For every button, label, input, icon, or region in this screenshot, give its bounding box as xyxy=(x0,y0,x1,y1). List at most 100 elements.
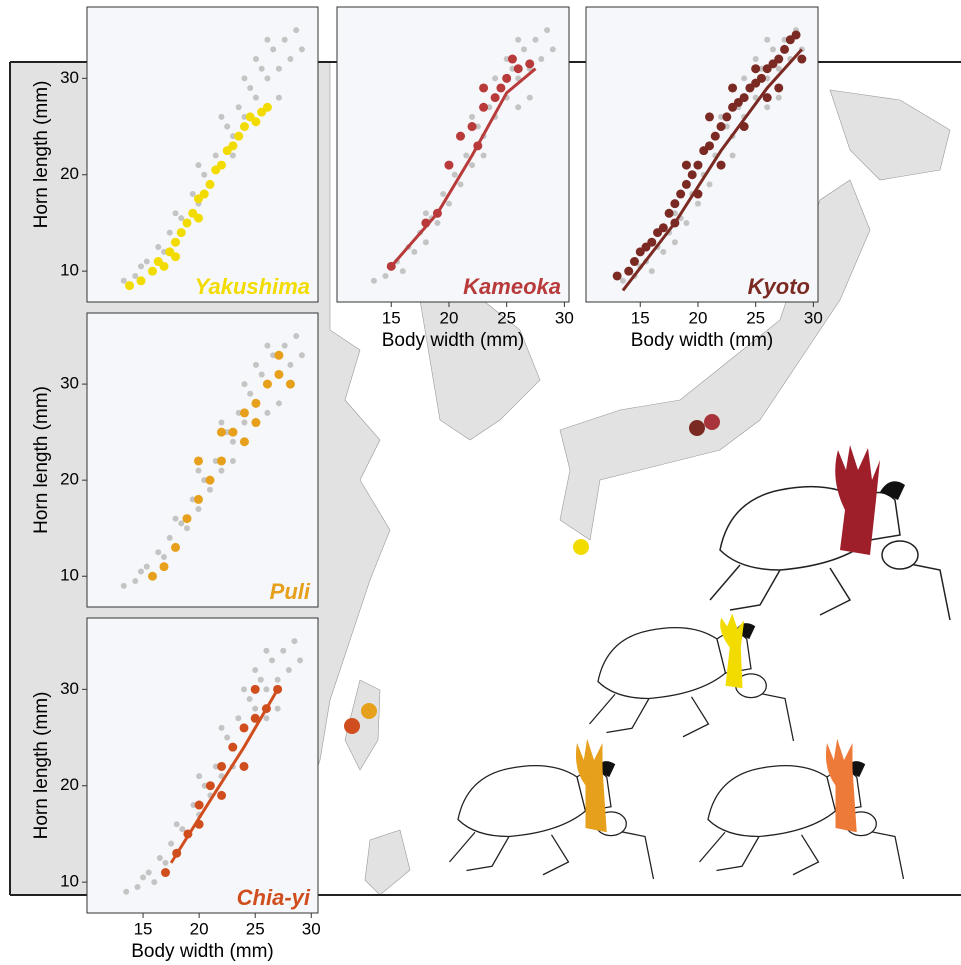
background-point xyxy=(241,75,248,82)
point xyxy=(739,93,749,103)
point xyxy=(705,141,715,151)
background-point xyxy=(252,94,259,101)
background-point xyxy=(370,277,377,284)
background-point xyxy=(247,84,254,91)
point xyxy=(456,131,466,141)
background-point xyxy=(258,371,265,378)
y-tick-label: 30 xyxy=(60,679,79,698)
background-point xyxy=(718,113,725,120)
point xyxy=(687,170,697,180)
background-point xyxy=(151,879,158,886)
background-point xyxy=(143,563,150,570)
background-point xyxy=(189,496,196,503)
background-point xyxy=(195,162,202,169)
fit-line xyxy=(621,48,803,292)
x-tick-label: 25 xyxy=(246,919,265,938)
background-point xyxy=(538,56,545,63)
background-point xyxy=(132,578,139,585)
background-point xyxy=(281,342,288,349)
point xyxy=(513,64,523,74)
background-point xyxy=(293,333,300,340)
background-point xyxy=(166,534,173,541)
point xyxy=(199,189,209,199)
background-point xyxy=(252,56,259,63)
x-tick-label: 30 xyxy=(804,308,823,327)
point xyxy=(716,160,726,170)
background-point xyxy=(263,715,270,722)
panel: 10 20 30 15 20 25 30 Horn length (mm) Body width… xyxy=(31,617,321,962)
background-point xyxy=(218,419,225,426)
background-point xyxy=(140,874,147,881)
point xyxy=(125,281,135,291)
beetle-puli xyxy=(448,738,655,880)
background-point xyxy=(775,94,782,101)
background-point xyxy=(619,277,626,284)
background-point xyxy=(156,855,163,862)
background-point xyxy=(138,263,145,270)
background-point xyxy=(671,210,678,217)
background-point xyxy=(298,352,305,359)
background-point xyxy=(138,568,145,575)
background-point xyxy=(280,647,287,654)
point xyxy=(251,398,261,408)
background-point xyxy=(235,409,242,416)
point xyxy=(676,189,686,199)
background-point xyxy=(509,65,516,72)
background-point xyxy=(247,390,254,397)
population-label: Puli xyxy=(270,579,311,604)
background-point xyxy=(515,75,522,82)
point xyxy=(239,408,249,418)
background-point xyxy=(264,342,271,349)
y-tick-label: 30 xyxy=(60,68,79,87)
point xyxy=(228,427,238,437)
background-point xyxy=(258,65,265,72)
background-point xyxy=(235,104,242,111)
background-point xyxy=(422,210,429,217)
point xyxy=(728,83,738,93)
point xyxy=(681,179,691,189)
background-point xyxy=(544,27,551,34)
site-chiayi xyxy=(344,718,360,734)
point xyxy=(774,54,784,64)
point xyxy=(216,456,226,466)
point xyxy=(251,418,261,428)
fit-line xyxy=(390,67,537,268)
background-point xyxy=(775,65,782,72)
population-label: Chia-yi xyxy=(237,885,311,910)
background-point xyxy=(291,638,298,645)
background-point xyxy=(297,657,304,664)
point xyxy=(791,30,801,40)
point xyxy=(193,213,203,223)
hokkaido xyxy=(829,89,951,181)
hainan xyxy=(364,829,411,896)
point xyxy=(148,571,158,581)
background-point xyxy=(183,525,190,532)
point xyxy=(170,252,180,262)
background-point xyxy=(161,248,167,255)
background-point xyxy=(263,647,270,654)
background-point xyxy=(212,152,219,159)
background-point xyxy=(143,258,150,265)
point xyxy=(159,562,169,572)
point xyxy=(624,266,634,276)
background-point xyxy=(298,46,305,53)
background-point xyxy=(399,268,406,275)
background-point xyxy=(229,152,236,159)
background-point xyxy=(411,248,418,255)
background-point xyxy=(463,152,470,159)
background-point xyxy=(270,46,277,53)
point xyxy=(274,350,284,360)
point xyxy=(467,122,477,132)
x-tick-label: 15 xyxy=(134,919,153,938)
point xyxy=(239,122,249,132)
x-tick-label: 15 xyxy=(631,308,650,327)
x-tick-label: 25 xyxy=(746,308,765,327)
point xyxy=(239,761,249,771)
background-point xyxy=(469,113,476,120)
x-tick-label: 30 xyxy=(302,919,321,938)
point xyxy=(525,59,535,69)
background-point xyxy=(769,46,776,53)
point xyxy=(205,179,215,189)
background-point xyxy=(486,104,493,111)
